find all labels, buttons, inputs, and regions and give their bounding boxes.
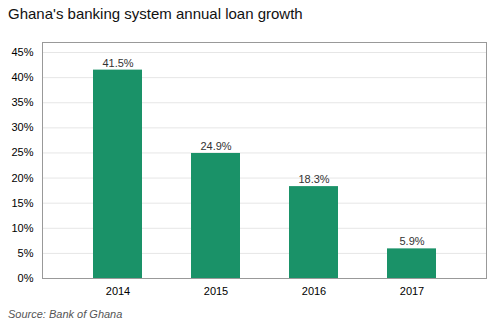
svg-text:5%: 5% bbox=[18, 247, 34, 259]
svg-text:45%: 45% bbox=[11, 46, 33, 58]
svg-text:30%: 30% bbox=[11, 121, 33, 133]
svg-text:10%: 10% bbox=[11, 222, 33, 234]
svg-text:24.9%: 24.9% bbox=[200, 140, 231, 152]
svg-text:25%: 25% bbox=[11, 146, 33, 158]
svg-text:40%: 40% bbox=[11, 71, 33, 83]
svg-text:2014: 2014 bbox=[106, 285, 130, 297]
svg-text:2017: 2017 bbox=[400, 285, 424, 297]
svg-text:2015: 2015 bbox=[204, 285, 228, 297]
svg-text:15%: 15% bbox=[11, 197, 33, 209]
svg-text:0%: 0% bbox=[18, 272, 34, 284]
svg-text:2016: 2016 bbox=[302, 285, 326, 297]
svg-text:5.9%: 5.9% bbox=[399, 235, 424, 247]
html-text:Ghana's banking system annual: Ghana's banking system annual loan growt… bbox=[8, 5, 303, 22]
svg-text:41.5%: 41.5% bbox=[102, 57, 133, 69]
svg-text:18.3%: 18.3% bbox=[298, 173, 329, 185]
svg-text:20%: 20% bbox=[11, 172, 33, 184]
html-text:Source: Bank of Ghana: Source: Bank of Ghana bbox=[8, 308, 123, 320]
svg-text:35%: 35% bbox=[11, 96, 33, 108]
